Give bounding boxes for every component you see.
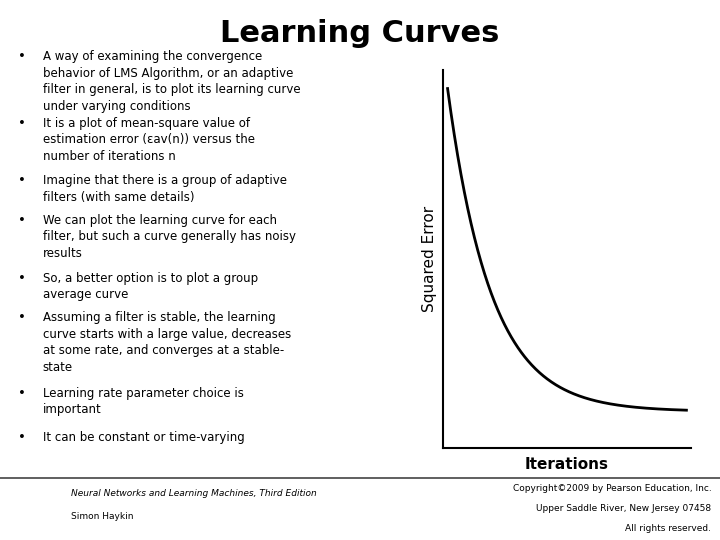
Text: We can plot the learning curve for each
filter, but such a curve generally has n: We can plot the learning curve for each … [42,214,296,260]
Text: A way of examining the convergence
behavior of LMS Algorithm, or an adaptive
fil: A way of examining the convergence behav… [42,50,300,113]
Text: •: • [19,50,27,63]
Text: PEARSON: PEARSON [9,495,60,504]
Text: •: • [19,174,27,187]
Text: Upper Saddle River, New Jersey 07458: Upper Saddle River, New Jersey 07458 [536,504,711,513]
Text: So, a better option is to plot a group
average curve: So, a better option is to plot a group a… [42,272,258,301]
Text: It is a plot of mean-square value of
estimation error (εav(n)) versus the
number: It is a plot of mean-square value of est… [42,117,255,163]
Text: Learning rate parameter choice is
important: Learning rate parameter choice is import… [42,387,243,416]
Text: It can be constant or time-varying: It can be constant or time-varying [42,431,244,444]
Text: Learning Curves: Learning Curves [220,19,500,48]
Text: •: • [19,387,27,400]
Text: •: • [19,312,27,325]
Text: •: • [19,272,27,285]
Text: •: • [19,214,27,227]
Text: Imagine that there is a group of adaptive
filters (with same details): Imagine that there is a group of adaptiv… [42,174,287,204]
Y-axis label: Squared Error: Squared Error [422,206,437,312]
Text: Simon Haykin: Simon Haykin [71,512,133,521]
Text: Assuming a filter is stable, the learning
curve starts with a large value, decre: Assuming a filter is stable, the learnin… [42,312,291,374]
X-axis label: Iterations: Iterations [525,456,609,471]
Text: Copyright©2009 by Pearson Education, Inc.: Copyright©2009 by Pearson Education, Inc… [513,484,711,493]
Text: •: • [19,431,27,444]
Text: •: • [19,117,27,130]
Text: Neural Networks and Learning Machines, Third Edition: Neural Networks and Learning Machines, T… [71,489,316,498]
Text: All rights reserved.: All rights reserved. [626,524,711,533]
